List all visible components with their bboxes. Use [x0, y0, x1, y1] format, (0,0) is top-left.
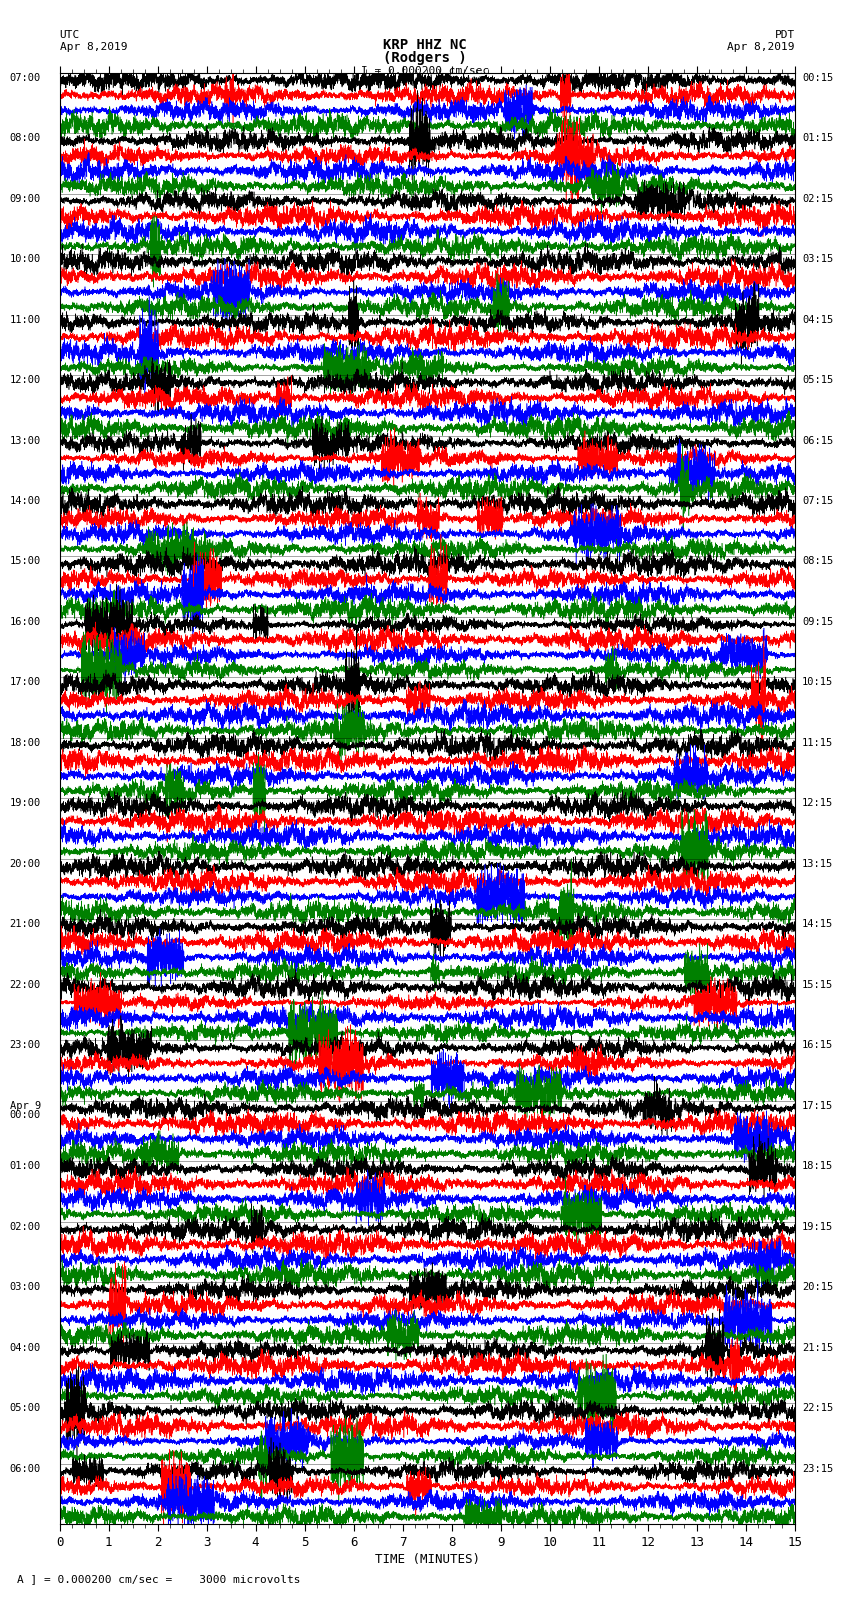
Text: PDT: PDT — [774, 31, 795, 40]
Text: 19:00: 19:00 — [9, 798, 41, 808]
Text: 21:15: 21:15 — [802, 1342, 833, 1353]
Text: 03:00: 03:00 — [9, 1282, 41, 1292]
Text: 18:00: 18:00 — [9, 739, 41, 748]
Text: 18:15: 18:15 — [802, 1161, 833, 1171]
Text: 14:15: 14:15 — [802, 919, 833, 929]
Text: 20:15: 20:15 — [802, 1282, 833, 1292]
Text: 02:00: 02:00 — [9, 1223, 41, 1232]
Text: 07:00: 07:00 — [9, 73, 41, 82]
Text: 23:00: 23:00 — [9, 1040, 41, 1050]
Text: Apr 9
00:00: Apr 9 00:00 — [9, 1102, 41, 1119]
Text: 05:00: 05:00 — [9, 1403, 41, 1413]
Text: 04:00: 04:00 — [9, 1342, 41, 1353]
Text: 04:15: 04:15 — [802, 315, 833, 324]
Text: 06:00: 06:00 — [9, 1465, 41, 1474]
Text: UTC: UTC — [60, 31, 80, 40]
Text: 02:15: 02:15 — [802, 194, 833, 203]
Text: 19:15: 19:15 — [802, 1223, 833, 1232]
Text: (Rodgers ): (Rodgers ) — [383, 50, 467, 65]
Text: Apr 8,2019: Apr 8,2019 — [728, 42, 795, 52]
Text: 16:15: 16:15 — [802, 1040, 833, 1050]
X-axis label: TIME (MINUTES): TIME (MINUTES) — [375, 1553, 479, 1566]
Text: 13:00: 13:00 — [9, 436, 41, 445]
Text: 23:15: 23:15 — [802, 1465, 833, 1474]
Text: A ] = 0.000200 cm/sec =    3000 microvolts: A ] = 0.000200 cm/sec = 3000 microvolts — [17, 1574, 301, 1584]
Text: 08:15: 08:15 — [802, 556, 833, 566]
Text: 13:15: 13:15 — [802, 858, 833, 869]
Text: 11:15: 11:15 — [802, 739, 833, 748]
Text: 12:00: 12:00 — [9, 376, 41, 386]
Text: 01:00: 01:00 — [9, 1161, 41, 1171]
Text: 10:00: 10:00 — [9, 255, 41, 265]
Text: 00:15: 00:15 — [802, 73, 833, 82]
Text: 10:15: 10:15 — [802, 677, 833, 687]
Text: Apr 8,2019: Apr 8,2019 — [60, 42, 127, 52]
Text: 16:00: 16:00 — [9, 618, 41, 627]
Text: 22:15: 22:15 — [802, 1403, 833, 1413]
Text: 15:15: 15:15 — [802, 981, 833, 990]
Text: 12:15: 12:15 — [802, 798, 833, 808]
Text: 15:00: 15:00 — [9, 556, 41, 566]
Text: 17:00: 17:00 — [9, 677, 41, 687]
Text: 06:15: 06:15 — [802, 436, 833, 445]
Text: 14:00: 14:00 — [9, 497, 41, 506]
Text: I = 0.000200 cm/sec: I = 0.000200 cm/sec — [361, 66, 489, 76]
Text: 17:15: 17:15 — [802, 1102, 833, 1111]
Text: 08:00: 08:00 — [9, 134, 41, 144]
Text: 09:00: 09:00 — [9, 194, 41, 203]
Text: 01:15: 01:15 — [802, 134, 833, 144]
Text: 03:15: 03:15 — [802, 255, 833, 265]
Text: 11:00: 11:00 — [9, 315, 41, 324]
Text: 07:15: 07:15 — [802, 497, 833, 506]
Text: 22:00: 22:00 — [9, 981, 41, 990]
Text: 09:15: 09:15 — [802, 618, 833, 627]
Text: 20:00: 20:00 — [9, 858, 41, 869]
Text: 21:00: 21:00 — [9, 919, 41, 929]
Text: 05:15: 05:15 — [802, 376, 833, 386]
Text: KRP HHZ NC: KRP HHZ NC — [383, 37, 467, 52]
